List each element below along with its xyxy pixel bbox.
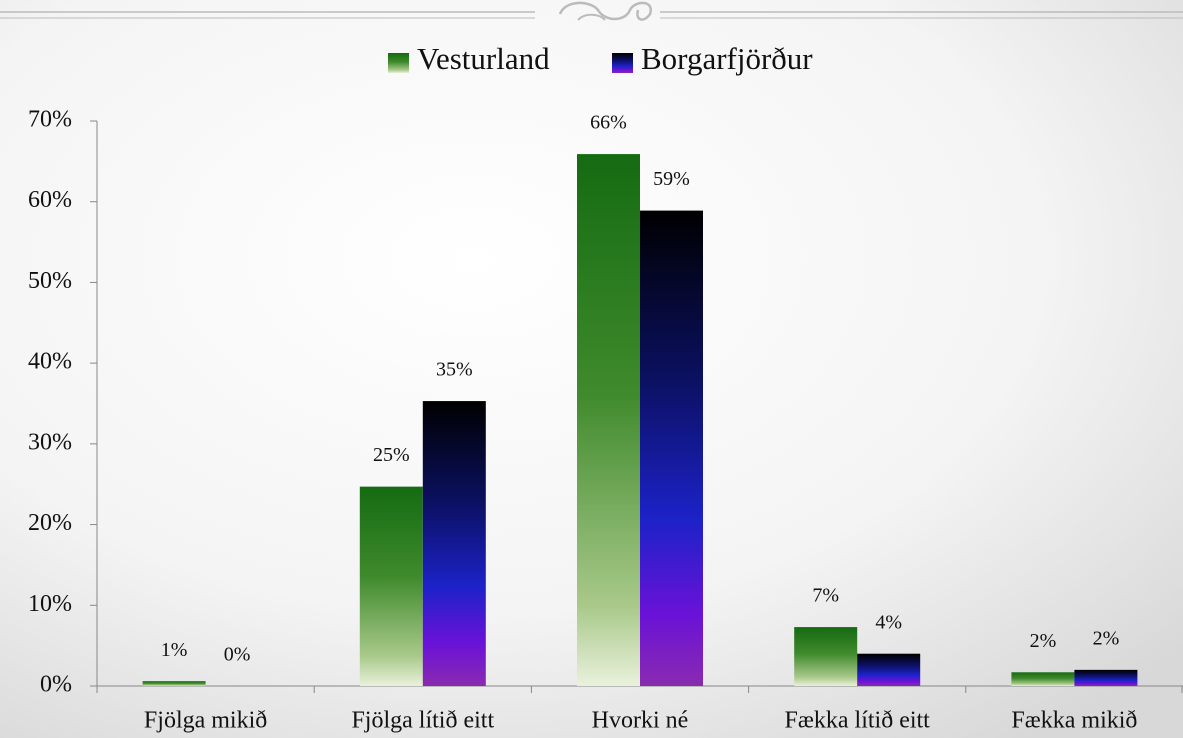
bar — [1074, 669, 1138, 686]
y-tick-label: 20% — [28, 510, 72, 536]
bar — [142, 681, 206, 686]
x-tick-label: Fækka mikið — [1011, 708, 1137, 734]
x-tick-label: Hvorki né — [592, 708, 689, 734]
y-tick-label: 70% — [28, 107, 72, 133]
bar — [640, 210, 703, 687]
x-tick-label: Fækka lítið eitt — [785, 708, 931, 734]
value-label: 2% — [1093, 627, 1120, 649]
x-tick-label: Fjölga mikið — [144, 708, 267, 734]
legend-label: Borgarfjörður — [641, 41, 813, 76]
bar — [857, 653, 921, 686]
value-label: 35% — [436, 359, 473, 381]
value-label: 59% — [653, 168, 690, 190]
y-tick-label: 50% — [28, 268, 72, 294]
value-label: 7% — [812, 585, 839, 607]
bar — [422, 401, 486, 686]
bar — [577, 154, 640, 687]
value-label: 2% — [1030, 630, 1057, 652]
value-label: 0% — [224, 644, 251, 666]
value-label: 1% — [161, 639, 188, 661]
bar — [359, 486, 423, 686]
bar — [794, 627, 858, 686]
value-label: 25% — [373, 444, 410, 466]
legend-swatch — [612, 53, 633, 73]
value-label: 4% — [875, 611, 902, 633]
legend-swatch — [388, 53, 409, 73]
x-tick-label: Fjölga lítið eitt — [351, 708, 494, 734]
legend-label: Vesturland — [417, 41, 550, 76]
bar — [1011, 672, 1075, 686]
y-tick-label: 30% — [28, 429, 72, 455]
value-label: 66% — [590, 112, 627, 134]
y-tick-label: 60% — [28, 187, 72, 213]
y-tick-label: 40% — [28, 349, 72, 375]
y-tick-label: 10% — [28, 591, 72, 617]
header-ornament — [0, 1, 1183, 21]
y-tick-label: 0% — [40, 672, 72, 698]
